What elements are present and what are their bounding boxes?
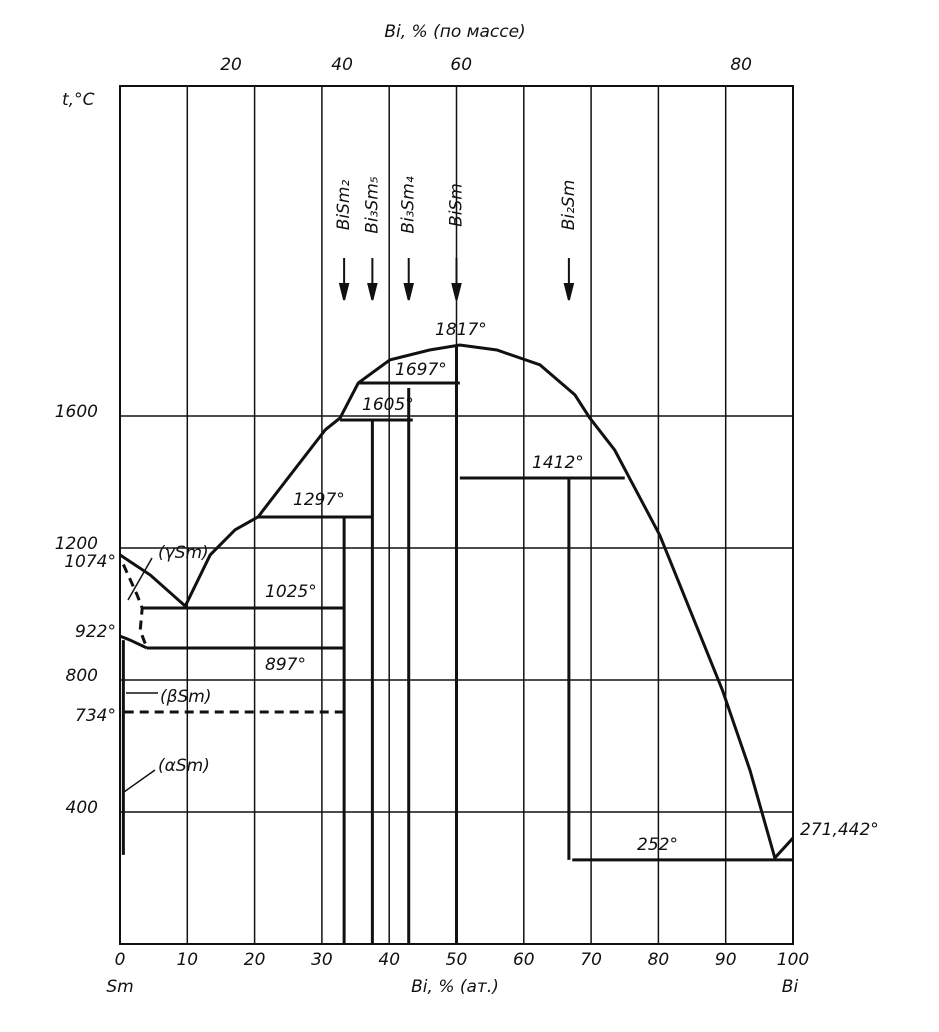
temperature-label: 271,442° [800,820,879,840]
phase-boundary [119,634,148,650]
temperature-label: 1297° [293,490,345,510]
compound-arrow [403,258,414,301]
compound-arrow [451,258,462,301]
compound-label: Bi₃Sm₄ [399,176,419,234]
temperature-label: 1412° [532,453,584,473]
compound-arrow [563,258,575,301]
x-tick-label: 80 [648,950,670,970]
leader-lines [123,557,158,793]
top-axis-title: Bi, % (по массе) [384,22,525,42]
y-tick-label: 1600 [55,402,98,422]
x-tick-label: 40 [378,950,400,970]
temperature-label: 1697° [395,360,447,380]
y-tick-label: 1200 [55,534,98,554]
x-tick-label: 50 [446,950,468,970]
temperature-label: 1605° [362,395,414,415]
x-tick-label: 10 [176,950,198,970]
x-tick-label: 20 [244,950,266,970]
compound-label: BiSm [447,183,467,227]
x-start-label: Sm [106,977,133,997]
compound-arrow [367,258,378,301]
temperature-label: 897° [265,655,306,675]
x-end-label: Bi [782,977,799,997]
x-tick-label: 100 [777,950,809,970]
phase-label: (βSm) [160,687,211,707]
y-tick-label: 800 [66,666,98,686]
phase-boundary [121,563,149,649]
x-axis-title: Bi, % (ат.) [411,977,499,997]
compound-label: Bi₂Sm [559,180,579,231]
temperature-label: 922° [75,622,116,642]
top-tick-label: 60 [450,55,472,75]
temperature-label: 1817° [435,320,487,340]
top-tick-label: 80 [730,55,752,75]
x-tick-label: 60 [513,950,535,970]
compound-arrow [338,258,350,301]
temperature-label: 252° [637,835,678,855]
phase-boundary [119,343,795,861]
compound-label: Bi₃Sm₅ [362,176,382,234]
leader-line [123,769,156,793]
top-tick-label: 40 [331,55,353,75]
x-tick-label: 90 [715,950,737,970]
y-tick-label: 400 [66,798,98,818]
x-tick-label: 70 [580,950,602,970]
x-tick-label: 0 [115,950,126,970]
temperature-label: 1074° [64,552,116,572]
top-tick-label: 20 [220,55,242,75]
phase-label: (αSm) [158,756,210,776]
compound-label: BiSm₂ [334,180,354,231]
temperature-label: 734° [75,706,116,726]
temperature-label: 1025° [265,582,317,602]
x-tick-label: 30 [311,950,333,970]
phase-label: (γSm) [158,543,209,563]
leader-line [127,557,153,601]
y-axis-title: t,°C [62,90,95,110]
